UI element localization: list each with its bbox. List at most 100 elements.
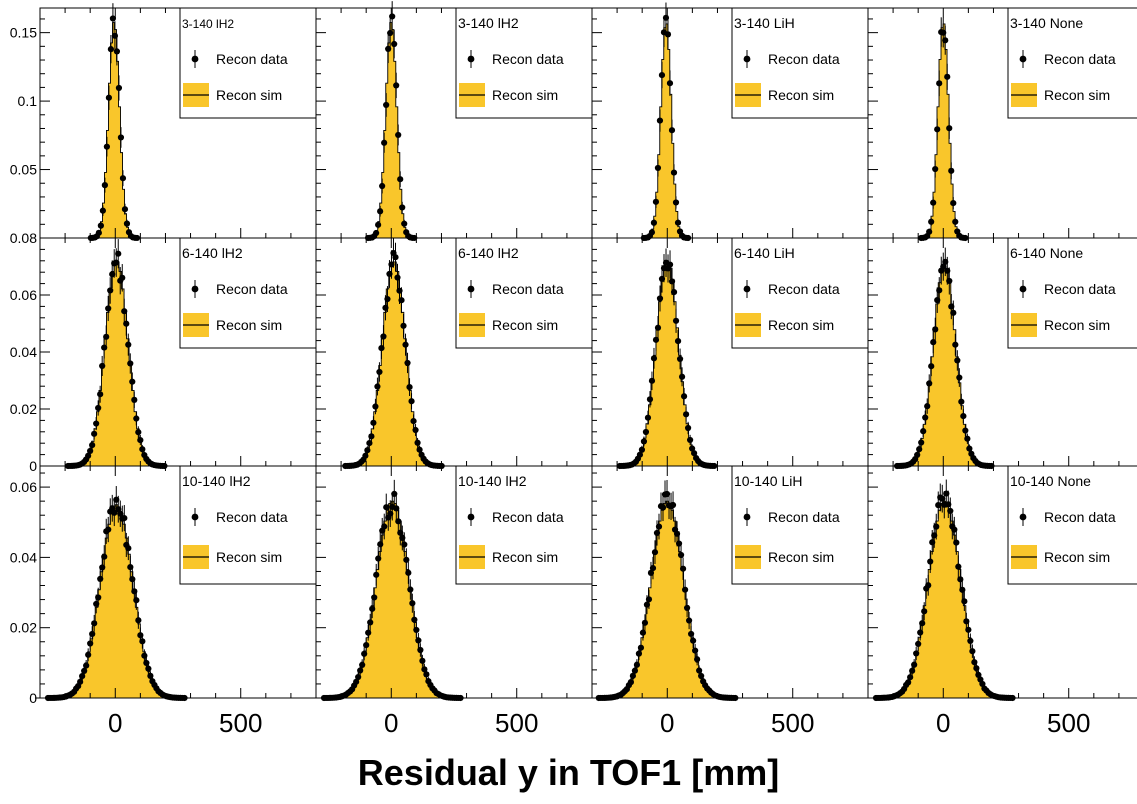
legend-sim-label: Recon sim	[216, 549, 282, 565]
data-point	[651, 549, 659, 556]
data-point	[650, 355, 658, 362]
data-point	[656, 295, 664, 302]
data-point	[627, 679, 634, 686]
data-point	[121, 206, 129, 213]
data-point	[960, 413, 967, 420]
sim-histogram	[363, 22, 420, 239]
data-point	[932, 165, 939, 173]
data-point	[409, 600, 416, 607]
data-point	[962, 427, 969, 434]
data-point	[367, 619, 374, 626]
legend-sim-label: Recon sim	[216, 87, 282, 103]
x-tick-label: 0	[108, 708, 122, 738]
data-point	[410, 417, 417, 425]
legend-box: 10-140 None Recon data Recon sim	[1007, 465, 1137, 585]
data-point	[668, 127, 676, 134]
data-point	[119, 175, 127, 182]
legend-data-marker	[1019, 513, 1027, 521]
data-point	[374, 383, 381, 390]
y-tick-label: 0.04	[10, 549, 37, 565]
legend-title: 3-140 lH2	[182, 17, 234, 31]
data-point	[85, 651, 92, 658]
data-point	[375, 555, 382, 562]
legend-sim-label: Recon sim	[492, 317, 558, 333]
data-point	[414, 439, 421, 446]
data-point	[666, 80, 674, 87]
legend-sim-label: Recon sim	[1044, 317, 1110, 333]
histogram-panel: 6-140 LiH Recon data Recon sim	[591, 237, 869, 470]
sim-histogram	[86, 22, 143, 239]
legend-data-label: Recon data	[492, 281, 564, 297]
legend-data-label: Recon data	[216, 509, 288, 525]
y-tick-label: 0.1	[18, 93, 38, 109]
data-point	[400, 322, 407, 329]
legend-box: 10-140 lH2 Recon data Recon sim	[455, 465, 593, 585]
legend-sim-label: Recon sim	[768, 317, 834, 333]
data-point	[936, 287, 943, 294]
data-point	[135, 617, 142, 624]
data-point	[391, 40, 398, 48]
data-point	[946, 277, 953, 285]
data-point	[103, 143, 110, 150]
legend-box: 3-140 lH2 Recon data Recon sim	[455, 7, 593, 119]
data-point	[397, 176, 404, 183]
data-point	[956, 374, 963, 381]
data-point	[373, 571, 380, 578]
legend-title: 6-140 lH2	[458, 245, 519, 261]
histogram-panel: 0 500 10-140 None Recon data Recon sim	[862, 465, 1137, 738]
data-point	[359, 661, 366, 669]
y-tick-label: 0.02	[10, 401, 37, 417]
data-point	[924, 403, 931, 410]
legend-title: 10-140 LiH	[734, 473, 803, 489]
data-point	[677, 551, 685, 559]
legend-data-label: Recon data	[768, 509, 840, 525]
data-point	[139, 446, 146, 453]
data-point	[633, 661, 641, 668]
data-point	[948, 167, 955, 174]
data-point	[107, 46, 115, 53]
legend-data-label: Recon data	[492, 51, 564, 67]
data-point	[638, 446, 646, 453]
legend-data-label: Recon data	[768, 51, 840, 67]
data-point	[412, 426, 419, 434]
y-tick-label: 0.06	[10, 479, 37, 495]
data-point	[95, 404, 102, 412]
legend-sim-label: Recon sim	[768, 87, 834, 103]
data-point	[99, 207, 106, 214]
x-tick-label: 500	[219, 708, 262, 738]
data-point	[919, 620, 926, 627]
data-point	[109, 15, 117, 22]
data-point	[641, 619, 649, 626]
data-point	[648, 377, 656, 384]
histogram-panel: 3-140 lH2 Recon data Recon sim	[315, 1, 593, 242]
data-point	[370, 419, 377, 426]
legend-box: 3-140 None Recon data Recon sim	[1007, 7, 1137, 119]
legend-data-marker	[1019, 285, 1027, 293]
y-tick-label: 0	[29, 458, 37, 474]
data-point	[361, 650, 368, 657]
data-point	[372, 403, 379, 410]
histogram-panel: 0 0.02 0.04 0.06 0.08 6-140 lH2 Recon data Reco…	[10, 230, 317, 474]
data-point	[932, 326, 939, 333]
data-point	[403, 556, 410, 563]
data-point	[952, 341, 959, 348]
data-point	[674, 338, 682, 345]
data-point	[105, 526, 112, 533]
data-point	[415, 637, 422, 644]
legend-data-label: Recon data	[216, 281, 288, 297]
data-point	[953, 539, 960, 546]
data-point	[644, 414, 652, 421]
data-point	[133, 415, 140, 422]
data-point	[97, 391, 104, 398]
legend-title: 10-140 lH2	[458, 473, 527, 489]
data-point	[417, 646, 424, 654]
data-point	[637, 644, 645, 651]
data-point	[918, 439, 925, 446]
data-point	[125, 545, 132, 552]
data-point	[364, 447, 371, 454]
legend-box: 10-140 lH2 Recon data Recon sim	[179, 465, 317, 585]
data-point	[694, 656, 701, 663]
legend-data-marker	[191, 513, 199, 521]
data-point	[101, 553, 108, 560]
sim-histogram	[58, 261, 175, 467]
